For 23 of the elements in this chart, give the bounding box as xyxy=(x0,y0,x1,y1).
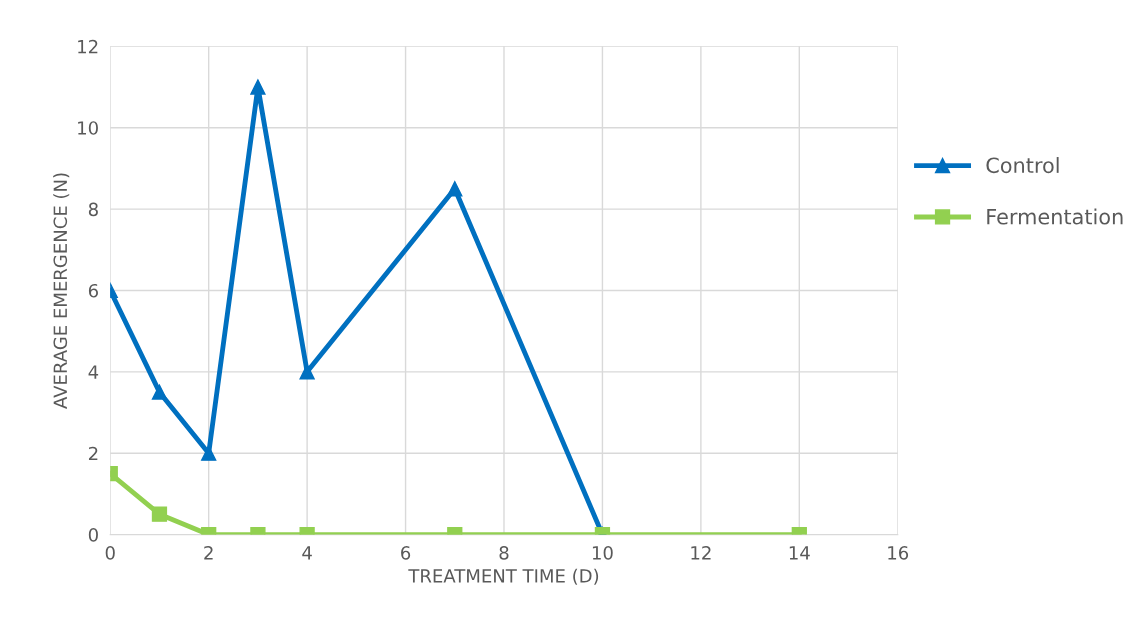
point xyxy=(151,384,168,400)
point xyxy=(250,79,266,95)
y-tick-label: 12 xyxy=(78,39,98,54)
x-tick-label: 8 xyxy=(499,546,509,560)
y-tick-label: 8 xyxy=(88,202,98,217)
x-tick-label: 10 xyxy=(592,546,613,560)
y-tick-label: 0 xyxy=(88,528,98,542)
y-tick-label: 2 xyxy=(88,446,98,461)
x-tick-label: 6 xyxy=(401,546,411,560)
x-tick-label: 0 xyxy=(105,546,115,560)
x-tick-label: 2 xyxy=(204,546,213,560)
point xyxy=(447,181,463,197)
y-tick-label: 10 xyxy=(78,121,98,135)
x-axis-title: TREATMENT TIME (D) xyxy=(408,568,599,585)
y-tick-label: 4 xyxy=(88,365,99,379)
legend-label: Control xyxy=(986,157,1059,174)
x-tick-label: 4 xyxy=(302,546,312,560)
x-tick-label: 16 xyxy=(888,546,909,560)
legend-label: Fermentation xyxy=(987,208,1123,225)
x-tick-label: 14 xyxy=(789,546,810,560)
y-axis-title: AVERAGE EMERGENCE (N) xyxy=(53,173,70,409)
y-tick-label: 6 xyxy=(88,283,98,298)
x-tick-label: 12 xyxy=(691,546,711,560)
